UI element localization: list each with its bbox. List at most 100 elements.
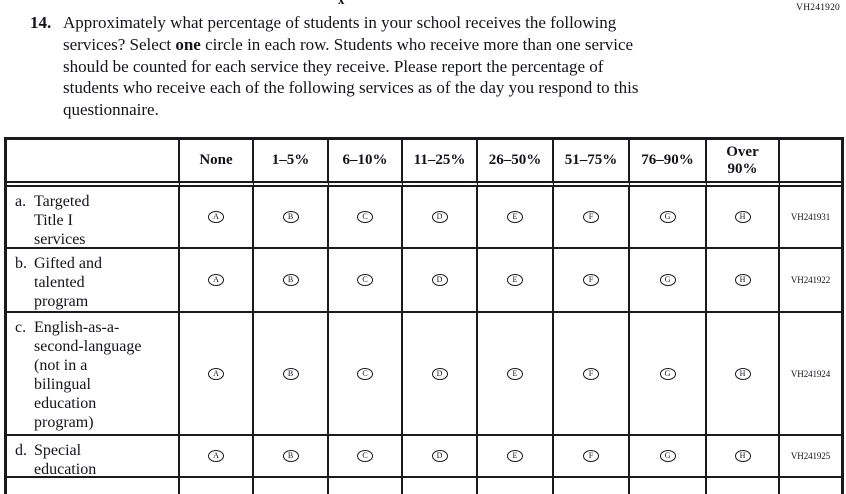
row-letter: a. [15,193,27,210]
option-cell-a-a: A [180,187,254,249]
option-cell-c-g: G [630,313,707,436]
option-cell-d-d: D [403,436,478,478]
option-cell-d-e: E [478,436,554,478]
column-header-76-90-: 76–90% [630,140,707,187]
option-circle-a-h[interactable]: H [734,211,751,223]
row-label-text: English-as-a-second-language (not in a bil… [34,319,142,431]
option-cell-d-b: B [254,436,329,478]
option-cell-b-g: G [630,249,707,313]
option-cell-b-e: E [478,249,554,313]
row-code-b: VH241922 [780,249,841,313]
option-cell-d-c: C [329,436,403,478]
option-cell-c-h: H [707,313,780,436]
option-circle-d-e[interactable]: E [507,450,523,462]
option-cell-a-c: C [329,187,403,249]
option-circle-c-e[interactable]: E [507,367,523,380]
question-text: Approximately what percentage of student… [63,12,639,121]
option-cell-b-f: F [554,249,630,313]
option-cell-b-a: A [180,249,254,313]
option-cell-c-b: B [254,313,329,436]
cutoff-row-cell [403,478,478,494]
option-circle-c-a[interactable]: A [208,367,224,380]
option-cell-d-h: H [707,436,780,478]
question-line: questionnaire. [63,100,159,120]
row-label-d: d. Special education [7,436,180,478]
cutoff-row-cell [254,478,329,494]
row-letter: c. [15,319,27,336]
row-label-text: Gifted and talented program [34,255,102,310]
option-circle-a-f[interactable]: F [583,211,599,223]
option-cell-b-h: H [707,249,780,313]
option-cell-a-g: G [630,187,707,249]
cutoff-row-cell [7,478,180,494]
column-header-6-10-: 6–10% [329,140,403,187]
row-letter: b. [15,255,27,272]
option-cell-c-d: D [403,313,478,436]
column-header-26-50-: 26–50% [478,140,554,187]
option-circle-b-e[interactable]: E [507,274,523,286]
column-header-none: None [180,140,254,187]
row-label-b: b. Gifted and talented program [7,249,180,313]
option-cell-c-f: F [554,313,630,436]
option-circle-c-d[interactable]: D [431,367,448,380]
option-circle-b-d[interactable]: D [431,274,448,286]
option-circle-b-b[interactable]: B [282,274,299,286]
option-circle-a-b[interactable]: B [282,211,299,223]
option-circle-d-a[interactable]: A [208,450,224,462]
option-cell-b-c: C [329,249,403,313]
row-code-a: VH241931 [780,187,841,249]
option-cell-c-e: E [478,313,554,436]
option-circle-b-h[interactable]: H [734,274,751,286]
row-code-d: VH241925 [780,436,841,478]
option-circle-c-f[interactable]: F [583,367,599,380]
option-circle-b-g[interactable]: G [659,274,676,286]
question-block: 14. Approximately what percentage of stu… [30,12,639,121]
option-circle-c-c[interactable]: C [357,367,373,380]
column-header-1-5-: 1–5% [254,140,329,187]
option-circle-c-h[interactable]: H [734,367,751,380]
option-cell-d-a: A [180,436,254,478]
cutoff-row-cell [707,478,780,494]
option-circle-a-a[interactable]: A [208,211,224,223]
header-code-cell [780,140,841,187]
option-circle-c-g[interactable]: G [659,367,676,380]
option-circle-a-e[interactable]: E [507,211,523,223]
option-cell-d-g: G [630,436,707,478]
cutoff-row-cell [329,478,403,494]
row-letter: d. [15,442,27,459]
option-circle-d-b[interactable]: B [282,450,299,462]
option-cell-a-d: D [403,187,478,249]
option-circle-a-c[interactable]: C [357,211,373,223]
option-cell-a-f: F [554,187,630,249]
option-circle-d-f[interactable]: F [583,450,599,462]
option-circle-d-c[interactable]: C [357,450,373,462]
option-cell-b-d: D [403,249,478,313]
option-cell-a-b: B [254,187,329,249]
option-cell-c-c: C [329,313,403,436]
option-circle-b-c[interactable]: C [357,274,373,286]
cutoff-row-cell [554,478,630,494]
option-circle-c-b[interactable]: B [282,367,299,380]
option-cell-a-h: H [707,187,780,249]
cropped-text-fragment: x [338,0,354,7]
option-circle-b-f[interactable]: F [583,274,599,286]
question-line: Approximately what percentage of student… [63,13,617,32]
option-circle-d-h[interactable]: H [734,450,751,462]
cutoff-row-cell [180,478,254,494]
option-cell-a-e: E [478,187,554,249]
header-corner-cell [7,140,180,187]
question-number: 14. [30,13,52,32]
cutoff-row-cell [630,478,707,494]
option-circle-a-d[interactable]: D [431,211,448,223]
option-circle-a-g[interactable]: G [659,211,676,223]
question-line: students who receive each of the followi… [63,78,639,98]
cutoff-row-cell [478,478,554,494]
services-table: None 1–5% 6–10% 11–25% 26–50% 51–75% 76–90% Ove… [4,137,844,494]
option-circle-d-d[interactable]: D [431,450,448,462]
option-circle-b-a[interactable]: A [208,274,224,286]
option-circle-d-g[interactable]: G [659,450,676,462]
